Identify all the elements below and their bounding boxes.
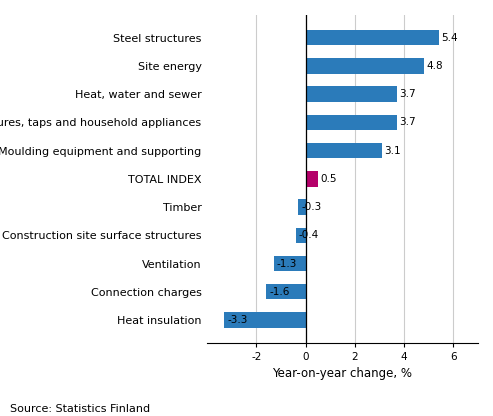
Bar [274, 256, 306, 271]
X-axis label: Year-on-year change, %: Year-on-year change, % [273, 367, 413, 380]
Bar [306, 171, 318, 186]
Bar [298, 199, 306, 215]
Text: 3.7: 3.7 [399, 117, 416, 127]
Text: 4.8: 4.8 [426, 61, 443, 71]
Text: 5.4: 5.4 [441, 32, 458, 43]
Text: -1.3: -1.3 [277, 258, 297, 268]
Text: -3.3: -3.3 [227, 315, 247, 325]
Text: -1.6: -1.6 [269, 287, 289, 297]
Bar [306, 114, 397, 130]
Bar [296, 228, 306, 243]
Text: -0.3: -0.3 [301, 202, 321, 212]
Text: 3.7: 3.7 [399, 89, 416, 99]
Bar [306, 58, 424, 74]
Text: Source: Statistics Finland: Source: Statistics Finland [10, 404, 150, 414]
Text: -0.4: -0.4 [299, 230, 319, 240]
Bar [306, 30, 439, 45]
Text: 3.1: 3.1 [385, 146, 401, 156]
Bar [306, 143, 382, 158]
Bar [306, 87, 397, 102]
Text: 0.5: 0.5 [320, 174, 337, 184]
Bar [266, 284, 306, 300]
Bar [224, 312, 306, 328]
